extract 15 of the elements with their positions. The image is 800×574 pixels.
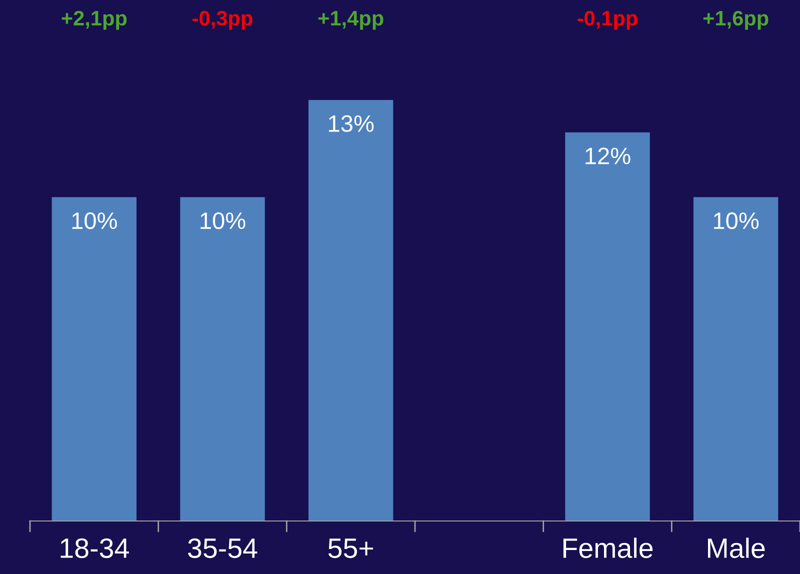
x-tick-label: 35-54 xyxy=(188,538,258,558)
data-label: 12% xyxy=(586,148,630,164)
annotation: -0,3pp xyxy=(192,10,252,30)
data-label: 10% xyxy=(714,212,759,230)
annotation: +1,6pp xyxy=(703,10,768,30)
annotation: +2,1pp xyxy=(62,10,127,30)
data-label: 10% xyxy=(200,212,246,230)
x-tick-label: 55+ xyxy=(328,538,374,558)
x-tick-label: Male xyxy=(708,538,765,558)
annotation: -0,1pp xyxy=(578,10,638,30)
x-tick-label: Female xyxy=(563,538,653,558)
x-tick-label: 18-34 xyxy=(60,538,129,558)
annotation: +1,4pp xyxy=(318,11,384,30)
data-label: 10% xyxy=(72,212,117,230)
data-label: 13% xyxy=(329,115,374,132)
